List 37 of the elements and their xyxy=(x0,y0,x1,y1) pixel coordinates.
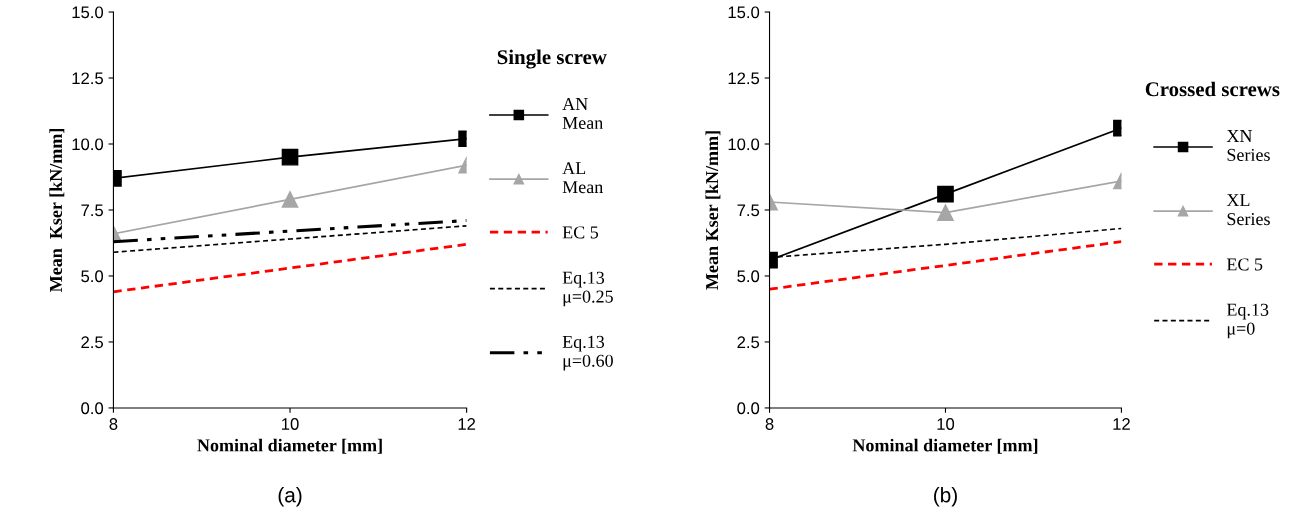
legend-label: Eq.13 μ=0.25 xyxy=(562,271,613,307)
y-tick-label: 5.0 xyxy=(737,270,760,283)
x-axis-title: Nominal diameter [mm] xyxy=(197,438,382,454)
y-tick-label: 2.5 xyxy=(737,336,760,349)
x-tick-label: 12 xyxy=(1113,418,1130,430)
y-tick-label: 12.5 xyxy=(72,72,104,85)
legend-title: Single screw xyxy=(497,49,607,69)
x-tick-label: 10 xyxy=(937,418,955,430)
y-tick-label: 15.0 xyxy=(728,6,760,19)
legend-label: XL Series xyxy=(1226,194,1270,226)
y-tick-label: 15.0 xyxy=(72,6,104,19)
y-tick-label: 0.0 xyxy=(81,402,104,415)
legend-label: XN Series xyxy=(1226,130,1270,161)
text: (a) xyxy=(278,487,302,507)
y-tick-label: 7.5 xyxy=(737,204,760,217)
x-tick-label: 12 xyxy=(458,418,476,430)
x-tick-label: 10 xyxy=(282,418,299,430)
legend-label: EC 5 xyxy=(1226,258,1263,271)
legend-title: Crossed screws xyxy=(1145,81,1280,97)
y-tick-label: 10.0 xyxy=(72,138,104,151)
y-tick-label: 10.0 xyxy=(728,138,760,151)
legend-label: AL Mean xyxy=(562,162,603,194)
x-tick-label: 8 xyxy=(765,418,774,430)
y-tick-label: 7.5 xyxy=(81,204,104,217)
y-tick-label: 0.0 xyxy=(737,402,760,415)
x-axis-title: Nominal diameter [mm] xyxy=(852,438,1038,454)
legend-label: EC 5 xyxy=(562,226,599,239)
y-tick-label: 2.5 xyxy=(81,336,104,349)
y-tick-label: 5.0 xyxy=(81,270,104,283)
y-axis-title: Mean Kser [kN/mm] xyxy=(49,129,65,292)
legend-label: Eq.13 μ=0 xyxy=(1226,303,1269,339)
y-tick-label: 12.5 xyxy=(728,72,760,85)
legend-label: Eq.13 μ=0.60 xyxy=(562,335,613,371)
legend-label: AN Mean xyxy=(562,98,603,129)
x-tick-label: 8 xyxy=(109,418,118,430)
text: (b) xyxy=(934,487,957,507)
y-axis-title: Mean Kser [kN/mm] xyxy=(705,131,721,290)
